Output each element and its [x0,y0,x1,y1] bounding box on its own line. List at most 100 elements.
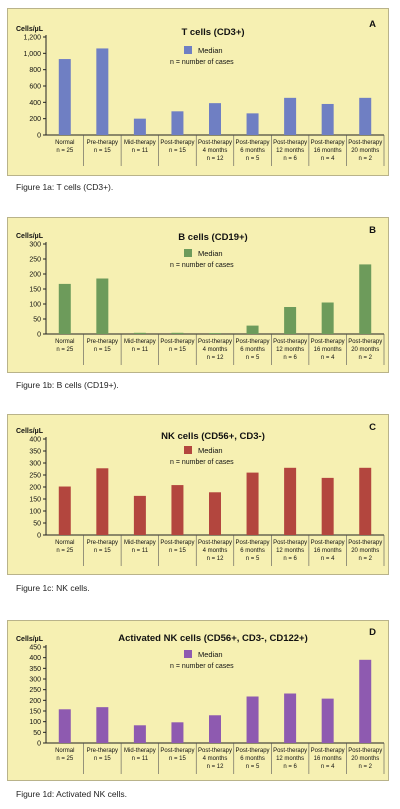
y-tick-label: 400 [29,100,41,107]
bar [96,707,109,743]
bar [359,264,372,334]
legend-swatch [184,446,192,454]
legend-swatch [184,46,192,54]
y-axis-label: Cells/µL [16,233,44,240]
bar [284,467,297,535]
y-tick-label: 200 [29,698,41,705]
x-tick-label: Post-therapy [198,339,232,345]
x-tick-label: n = 5 [246,156,260,162]
chart-a: 0 200 400 600 800 1,000 1,200 Cells/µL T cells (… [16,19,385,166]
bar [133,118,146,135]
bar [171,722,184,743]
legend-note: n = number of cases [170,663,234,670]
y-axis-label: Cells/µL [16,26,44,33]
x-tick-label: Post-therapy [348,140,382,146]
y-tick-label: 100 [29,509,41,516]
bar [96,278,109,334]
bar [284,307,297,334]
x-tick-label: n = 15 [94,548,112,554]
x-tick-label: n = 11 [132,548,149,554]
x-tick-label: n = 11 [132,756,149,762]
y-tick-label: 450 [29,645,41,652]
x-tick-label: n = 12 [207,764,225,770]
x-tick-label: 6 months [240,347,265,353]
x-tick-label: n = 12 [207,556,225,562]
bar [284,693,297,743]
x-tick-label: n = 6 [283,156,297,162]
x-tick-label: Post-therapy [311,140,345,146]
x-tick-label: Post-therapy [311,339,345,345]
y-tick-label: 800 [29,67,41,74]
y-tick-label: 0 [37,133,41,140]
x-tick-label: n = 5 [246,556,260,562]
y-tick-label: 200 [29,485,41,492]
y-tick-label: 200 [29,272,41,279]
bar [96,48,109,135]
panel-letter: B [369,225,376,236]
x-tick-label: Post-therapy [198,140,232,146]
bar [209,715,221,743]
bar [133,495,146,535]
y-tick-label: 300 [29,461,41,468]
bar [359,97,372,135]
caption-a: Figure 1a: T cells (CD3+). [16,182,114,192]
x-tick-label: Mid-therapy [124,540,156,546]
x-tick-label: n = 4 [321,156,335,162]
bar [321,103,334,135]
bar [359,659,372,743]
x-tick-label: Post-therapy [160,140,194,146]
x-tick-label: n = 6 [283,355,297,361]
chart-b: 0 50 100 150 200 250 300 Cells/µL B cells (CD19+… [16,225,385,365]
legend-label: Median [198,46,223,55]
bar [133,725,146,743]
y-axis-label: Cells/µL [16,428,44,435]
x-tick-label: 20 months [351,347,379,353]
x-tick-label: 6 months [240,756,265,762]
y-tick-label: 0 [37,533,41,540]
x-tick-label: n = 15 [94,756,112,762]
x-tick-label: 4 months [203,148,228,154]
x-tick-label: Post-therapy [160,748,194,754]
x-tick-label: Post-therapy [273,339,307,345]
x-tick-label: Mid-therapy [124,748,156,754]
x-tick-label: n = 15 [169,148,187,154]
y-tick-label: 250 [29,687,41,694]
x-tick-label: n = 25 [56,756,74,762]
x-tick-label: n = 25 [56,148,74,154]
bar [246,113,259,135]
x-tick-label: Post-therapy [348,748,382,754]
x-tick-label: n = 25 [56,347,74,353]
x-tick-label: n = 12 [207,156,225,162]
chart-panel-a: 0 200 400 600 800 1,000 1,200 Cells/µL T cells (… [7,8,389,176]
y-tick-label: 0 [37,332,41,339]
x-tick-label: n = 15 [169,347,187,353]
x-tick-label: n = 12 [207,355,225,361]
y-tick-label: 350 [29,449,41,456]
x-tick-label: 16 months [314,756,342,762]
y-tick-label: 400 [29,655,41,662]
y-tick-label: 1,200 [23,35,41,42]
caption-d: Figure 1d: Activated NK cells. [16,789,128,799]
x-tick-label: 20 months [351,548,379,554]
x-tick-label: n = 25 [56,548,74,554]
x-tick-label: 16 months [314,347,342,353]
x-tick-label: 12 months [276,148,304,154]
panel-letter: D [369,627,376,638]
bar [171,332,184,334]
y-tick-label: 50 [33,730,41,737]
y-tick-label: 200 [29,116,41,123]
chart-title: T cells (CD3+) [181,27,244,38]
bar [209,492,221,535]
bar [284,97,297,135]
bar [321,477,334,535]
bar [171,485,184,535]
legend-swatch [184,650,192,658]
x-tick-label: 4 months [203,347,228,353]
x-tick-label: n = 4 [321,556,335,562]
chart-panel-c: 0 50 100 150 200 250 300 350 400 Cells/µL NK cells… [7,414,389,575]
x-tick-label: Post-therapy [311,748,345,754]
x-tick-label: 20 months [351,148,379,154]
x-tick-label: Post-therapy [198,748,232,754]
x-tick-label: Post-therapy [273,748,307,754]
bar [133,332,146,334]
